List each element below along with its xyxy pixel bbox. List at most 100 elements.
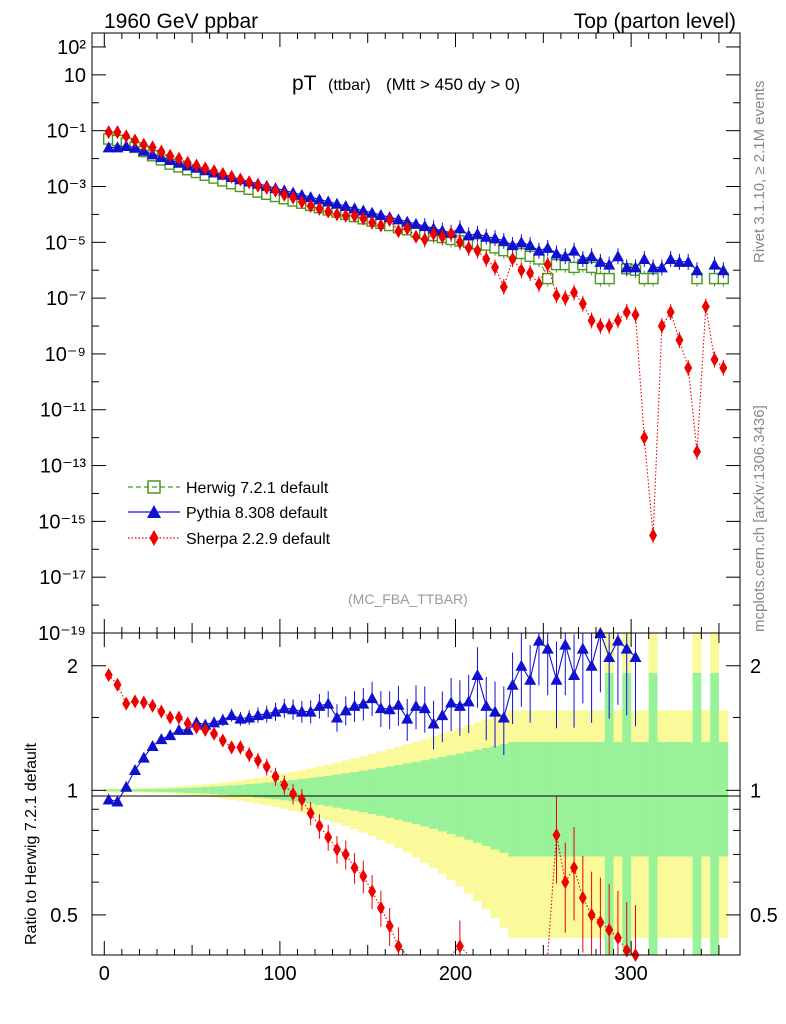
ratio-point-pythia <box>427 717 440 729</box>
data-point-pythia <box>550 247 563 259</box>
data-point-sherpa <box>438 229 447 244</box>
data-point-sherpa <box>104 125 113 140</box>
band-inner <box>508 742 518 857</box>
band-inner <box>516 742 527 857</box>
data-point-pythia <box>611 250 624 262</box>
data-point-pythia <box>664 253 677 265</box>
ratio-point-sherpa <box>368 884 377 899</box>
data-point-pythia <box>410 217 422 229</box>
data-point-sherpa <box>306 199 315 214</box>
data-point-pythia <box>638 253 651 265</box>
data-point-sherpa <box>719 360 728 375</box>
ratio-point-pythia <box>243 711 256 723</box>
data-point-sherpa <box>420 232 429 247</box>
ratio-point-pythia <box>295 705 308 717</box>
data-point-sherpa <box>499 279 508 294</box>
ratio-point-sherpa <box>394 939 403 954</box>
y-tick-label: 10⁻³ <box>47 176 87 198</box>
ratio-point-pythia <box>559 638 572 650</box>
band-inner <box>675 742 685 857</box>
ratio-point-pythia <box>313 699 326 711</box>
data-point-pythia <box>120 140 133 152</box>
data-point-pythia <box>304 191 317 203</box>
series-sherpa <box>104 125 728 544</box>
data-point-pythia <box>392 213 405 225</box>
data-point-sherpa <box>350 208 359 223</box>
data-point-sherpa <box>491 260 500 275</box>
data-point-sherpa <box>596 319 605 334</box>
data-point-sherpa <box>412 229 420 244</box>
ratio-point-sherpa <box>455 939 464 954</box>
ratio-point-pythia <box>208 716 221 728</box>
data-point-sherpa <box>482 252 491 267</box>
ratio-point-pythia <box>453 699 466 711</box>
band-inner <box>534 742 544 857</box>
ratio-point-sherpa <box>280 778 289 793</box>
data-point-pythia <box>682 255 695 267</box>
y-tick-label: 10⁻¹⁹ <box>38 623 86 645</box>
data-point-herwig <box>603 272 615 285</box>
data-point-pythia <box>559 250 572 262</box>
band-inner <box>165 788 176 793</box>
data-point-sherpa <box>297 194 306 209</box>
ratio-point-pythia <box>497 711 510 723</box>
x-tick-label: 200 <box>439 963 472 985</box>
data-point-sherpa <box>245 175 254 190</box>
main-frame <box>91 32 741 634</box>
data-point-sherpa <box>517 263 526 278</box>
ratio-tick-label: 0.5 <box>50 905 78 927</box>
band-inner <box>341 773 351 810</box>
data-point-sherpa <box>157 144 166 159</box>
y-tick-label: 10⁻⁵ <box>45 232 86 254</box>
data-point-pythia <box>366 206 379 218</box>
data-point-sherpa <box>166 148 175 163</box>
y-tick-label: 10⁻¹⁷ <box>39 567 86 589</box>
ratio-point-pythia <box>471 668 484 680</box>
ratio-point-pythia <box>374 702 387 714</box>
data-point-pythia <box>647 261 660 273</box>
data-point-pythia <box>453 222 466 234</box>
y-tick-label: 10⁻¹¹ <box>40 400 86 422</box>
header-right: Top (parton level) <box>574 10 736 33</box>
band-outer <box>648 633 658 673</box>
data-point-sherpa <box>280 187 289 202</box>
data-point-sherpa <box>447 226 456 241</box>
ratio-point-sherpa <box>245 747 254 762</box>
data-point-pythia <box>462 229 475 241</box>
ratio-point-sherpa <box>253 753 262 768</box>
ratio-point-pythia <box>550 673 563 685</box>
band-outer <box>710 633 719 673</box>
data-point-pythia <box>357 204 370 216</box>
ratio-point-pythia <box>164 729 177 741</box>
band-inner <box>113 789 123 792</box>
ratio-series-layer <box>102 627 642 962</box>
band-inner <box>271 781 281 800</box>
band-inner <box>455 753 465 837</box>
ratio-tick-label-right: 0.5 <box>750 905 778 927</box>
band-inner <box>332 774 342 808</box>
ratio-point-pythia <box>102 793 115 805</box>
data-point-pythia <box>620 261 633 273</box>
band-inner <box>429 758 439 829</box>
band-inner <box>385 766 395 818</box>
ratio-point-pythia <box>269 705 282 717</box>
ratio-uncertainty-bands <box>104 633 729 955</box>
band-inner <box>596 742 606 857</box>
data-point-sherpa <box>131 133 140 148</box>
data-point-pythia <box>629 261 642 273</box>
ratio-point-pythia <box>172 723 185 735</box>
data-point-sherpa <box>640 430 649 445</box>
band-inner <box>420 760 430 827</box>
data-point-sherpa <box>710 352 719 367</box>
ratio-point-pythia <box>515 659 528 671</box>
data-point-sherpa <box>332 207 341 222</box>
data-point-sherpa <box>192 158 201 173</box>
data-point-sherpa <box>508 252 517 267</box>
ratio-point-sherpa <box>297 792 306 807</box>
band-inner <box>499 744 509 853</box>
data-point-sherpa <box>561 291 570 306</box>
y-tick-label: 10⁻¹ <box>47 121 87 143</box>
ratio-point-sherpa <box>289 786 298 801</box>
ratio-point-sherpa <box>236 740 245 755</box>
